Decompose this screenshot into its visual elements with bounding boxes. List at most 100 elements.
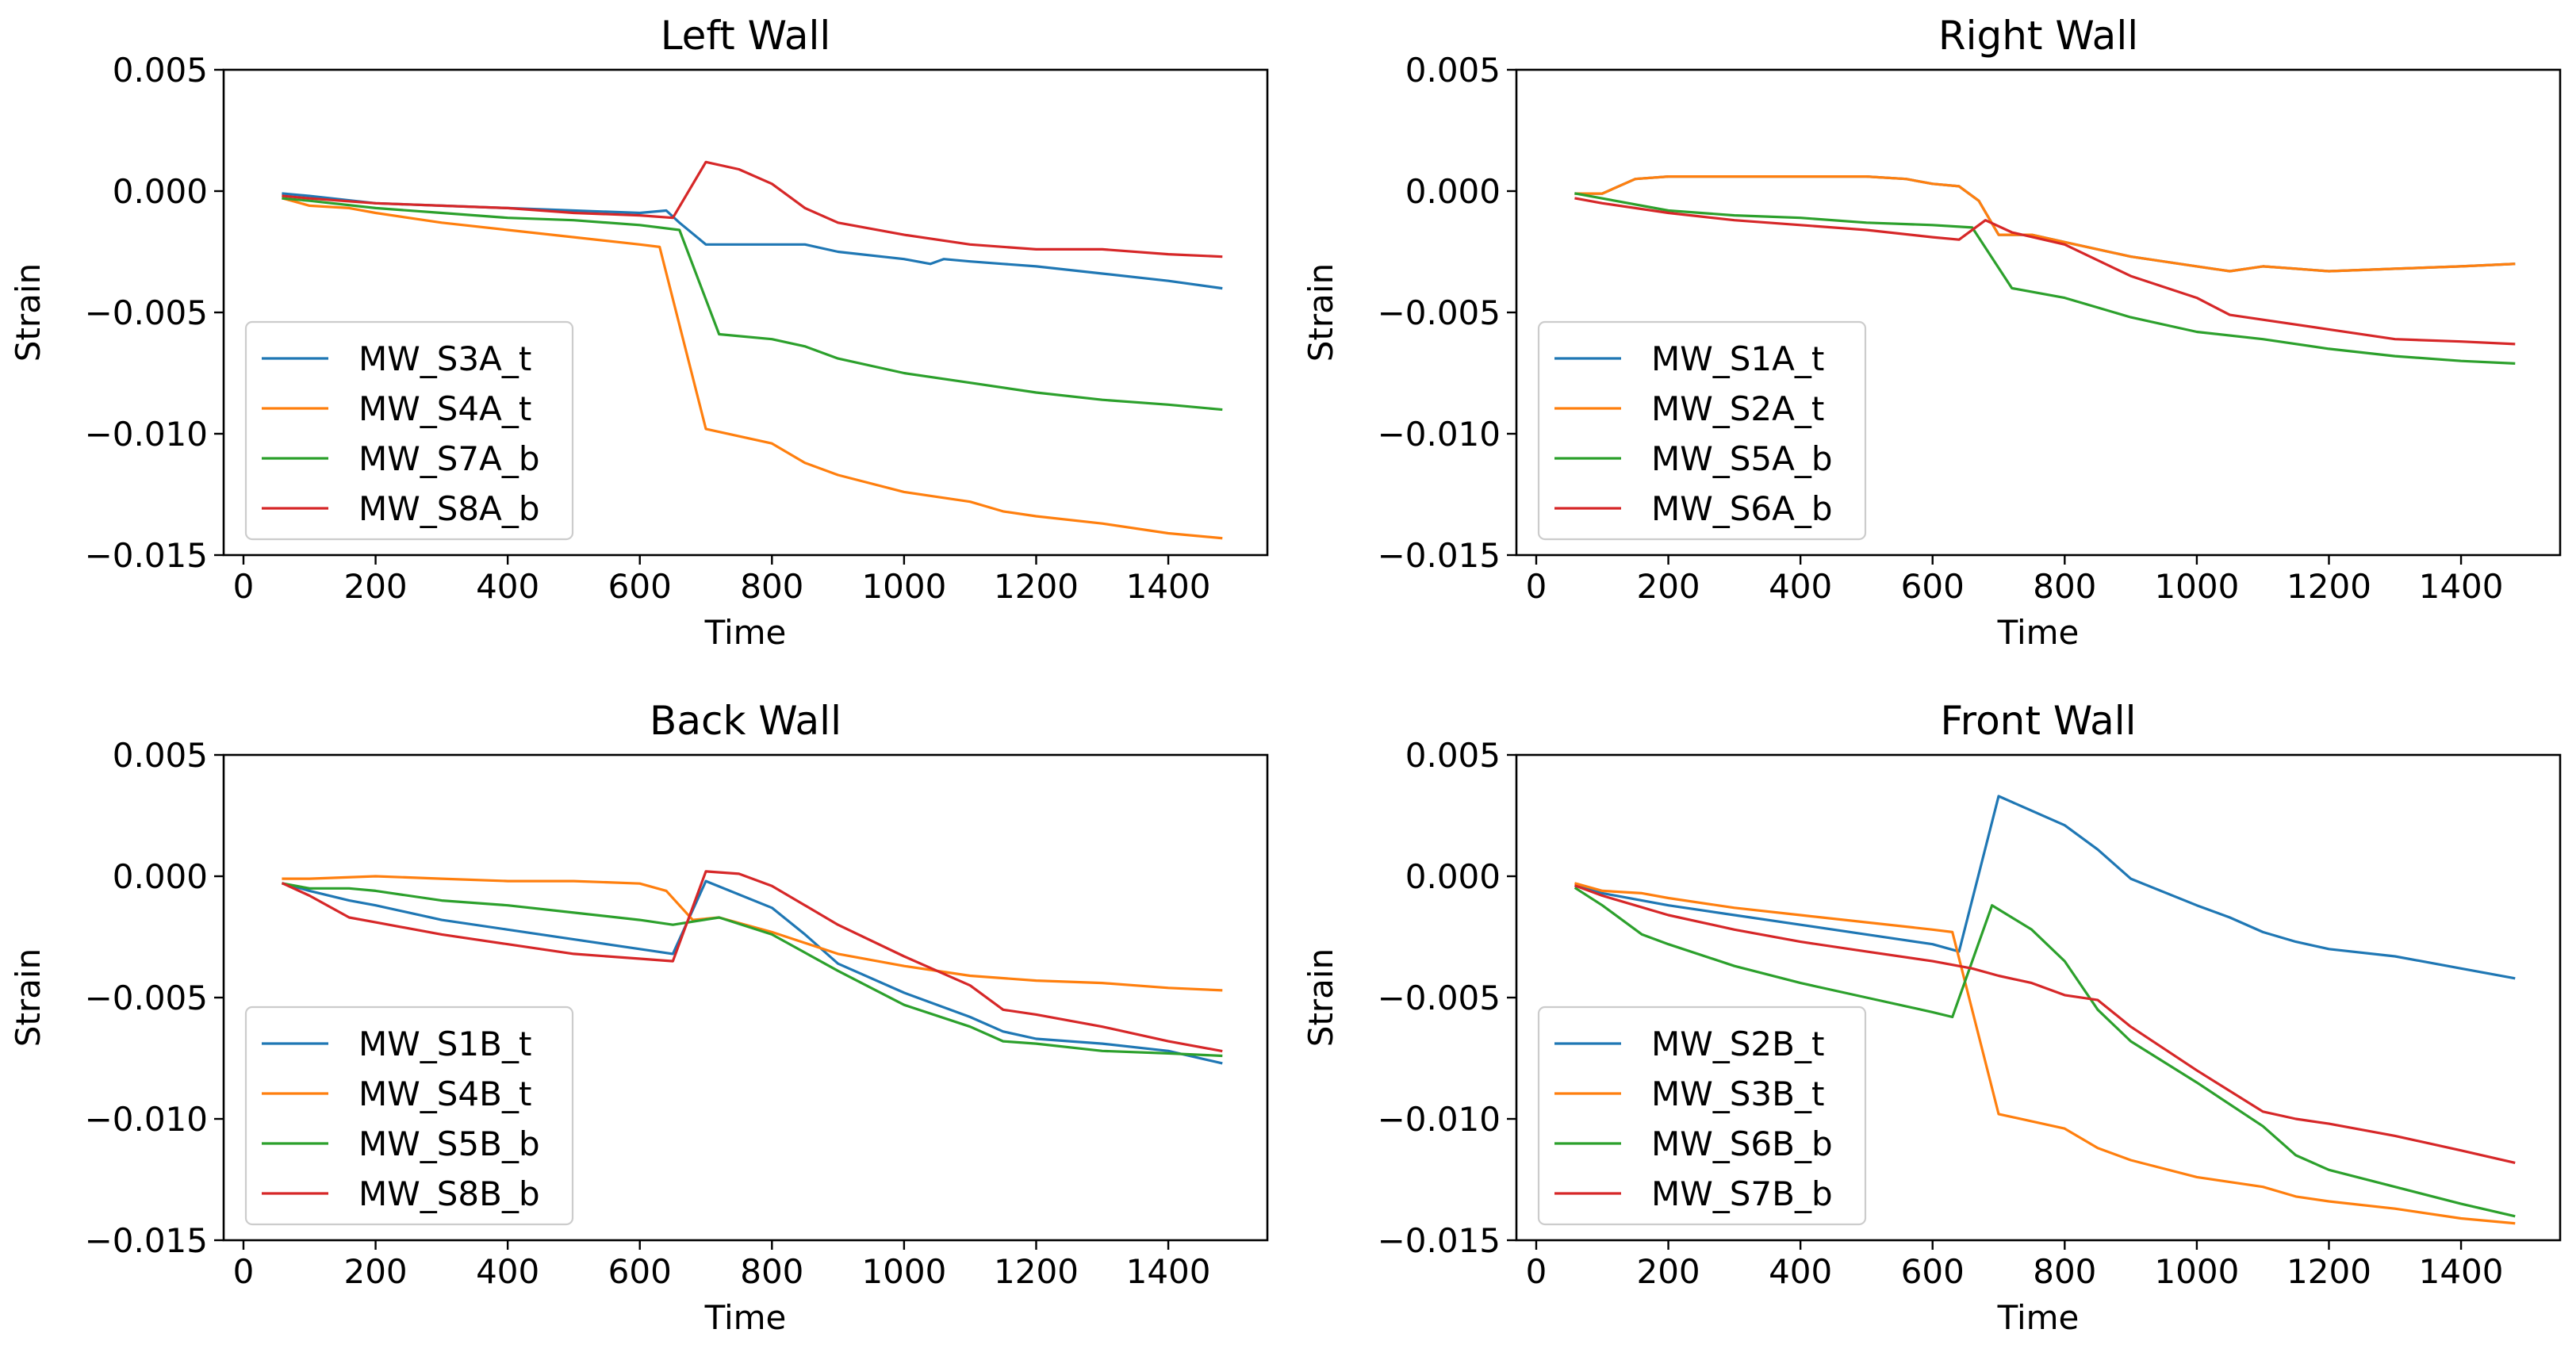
x-tick-label: 1000 xyxy=(2154,1252,2239,1291)
series-line-mw-s5a-b xyxy=(1574,192,2516,365)
y-tick-label: −0.010 xyxy=(85,1100,208,1139)
x-tick-label: 1400 xyxy=(2419,1252,2504,1291)
x-tick-label: 200 xyxy=(1636,1252,1700,1291)
x-tick-label: 1200 xyxy=(2287,1252,2371,1291)
series-line-mw-s3a-t xyxy=(282,192,1223,290)
y-tick-label: −0.015 xyxy=(1378,1221,1501,1260)
x-tick-label: 1200 xyxy=(2287,567,2371,606)
x-tick-label: 1400 xyxy=(2419,567,2504,606)
x-tick-label: 800 xyxy=(740,567,803,606)
series-line-mw-s2b-t xyxy=(1574,795,2516,980)
legend-label: MW_S3B_t xyxy=(1651,1074,1824,1113)
chart-title: Left Wall xyxy=(661,13,831,59)
x-axis-label: Time xyxy=(704,613,787,652)
x-tick-label: 600 xyxy=(608,1252,672,1291)
legend: MW_S1B_t MW_S4B_t MW_S5B_b MW_S8B_b xyxy=(244,1006,574,1226)
x-tick-label: 400 xyxy=(476,1252,539,1291)
x-tick-label: 600 xyxy=(608,567,672,606)
legend: MW_S3A_t MW_S4A_t MW_S7A_b MW_S8A_b xyxy=(244,320,574,541)
y-tick-label: −0.015 xyxy=(85,1221,208,1260)
x-tick-label: 400 xyxy=(476,567,539,606)
x-tick-label: 400 xyxy=(1769,1252,1832,1291)
x-tick-label: 1000 xyxy=(861,1252,946,1291)
y-tick-label: −0.010 xyxy=(85,415,208,454)
legend-box xyxy=(1537,1006,1867,1226)
legend-label: MW_S4A_t xyxy=(358,389,531,428)
legend-box xyxy=(244,1006,574,1226)
x-tick-label: 1000 xyxy=(2154,567,2239,606)
legend-label: MW_S3A_t xyxy=(358,339,531,378)
x-tick-label: 0 xyxy=(233,1252,255,1291)
series-line-mw-s8b-b xyxy=(281,870,1223,1053)
legend-label: MW_S7A_b xyxy=(358,439,540,478)
x-axis-label: Time xyxy=(1997,613,2080,652)
y-tick-label: −0.010 xyxy=(1378,415,1501,454)
y-tick-label: 0.005 xyxy=(113,736,208,775)
chart-front-wall: 0 200 400 600 800 1000 1200 1400 0.005 0.000 −0.00… xyxy=(1301,698,2562,1337)
series-group xyxy=(1574,175,2516,365)
x-tick-label: 200 xyxy=(343,1252,407,1291)
legend-label: MW_S1B_t xyxy=(358,1025,531,1063)
y-tick-label: 0.000 xyxy=(1405,857,1501,896)
x-axis-label: Time xyxy=(704,1298,787,1337)
chart-back-wall: 0 200 400 600 800 1000 1200 1400 0.005 0.000 −0.00… xyxy=(9,698,1269,1337)
x-axis-label: Time xyxy=(1997,1298,2080,1337)
y-tick-label: 0.005 xyxy=(1405,736,1501,775)
y-tick-label: −0.005 xyxy=(85,979,208,1017)
y-tick-label: 0.005 xyxy=(1405,51,1501,90)
legend-label: MW_S5A_b xyxy=(1651,439,1833,478)
x-tick-label: 1400 xyxy=(1126,1252,1211,1291)
x-tick-label: 0 xyxy=(1526,567,1547,606)
legend-label: MW_S6B_b xyxy=(1651,1124,1833,1163)
legend-label: MW_S8A_b xyxy=(358,489,540,528)
series-line-mw-s7a-b xyxy=(282,197,1223,412)
x-tick-label: 1000 xyxy=(861,567,946,606)
x-tick-label: 1400 xyxy=(1126,567,1211,606)
legend-box xyxy=(244,320,574,541)
x-tick-label: 800 xyxy=(740,1252,803,1291)
legend-label: MW_S2A_t xyxy=(1651,389,1824,428)
legend-box xyxy=(1537,320,1867,541)
y-tick-label: 0.005 xyxy=(113,51,208,90)
chart-title: Right Wall xyxy=(1938,13,2138,59)
chart-title: Back Wall xyxy=(650,698,841,744)
y-tick-label: −0.010 xyxy=(1378,1100,1501,1139)
y-axis-label: Strain xyxy=(9,263,48,362)
x-tick-label: 600 xyxy=(1901,1252,1965,1291)
series-line-mw-s6b-b xyxy=(1574,887,2516,1218)
legend-label: MW_S4B_t xyxy=(358,1074,531,1113)
y-tick-label: −0.015 xyxy=(85,536,208,575)
series-line-mw-s2a-t xyxy=(1574,175,2516,273)
legend-label: MW_S1A_t xyxy=(1651,339,1824,378)
series-line-mw-s3b-t xyxy=(1574,882,2516,1225)
x-tick-label: 0 xyxy=(233,567,255,606)
y-tick-label: 0.000 xyxy=(113,857,208,896)
legend: MW_S1A_t MW_S2A_t MW_S5A_b MW_S6A_b xyxy=(1537,320,1867,541)
x-tick-label: 400 xyxy=(1769,567,1832,606)
series-group xyxy=(282,160,1223,540)
y-tick-label: 0.000 xyxy=(113,172,208,211)
series-group xyxy=(281,870,1223,1065)
x-tick-label: 200 xyxy=(343,567,407,606)
chart-title: Front Wall xyxy=(1940,698,2136,744)
legend-label: MW_S8B_b xyxy=(358,1174,540,1213)
y-tick-label: −0.005 xyxy=(85,293,208,332)
x-tick-label: 1200 xyxy=(994,567,1079,606)
series-line-mw-s4a-t xyxy=(282,197,1223,540)
legend: MW_S2B_t MW_S3B_t MW_S6B_b MW_S7B_b xyxy=(1537,1006,1867,1226)
legend-label: MW_S5B_b xyxy=(358,1124,540,1163)
x-tick-label: 200 xyxy=(1636,567,1700,606)
chart-left-wall: 0 200 400 600 800 1000 1200 1400 0.005 0.000 −0.00… xyxy=(9,13,1269,652)
x-tick-label: 600 xyxy=(1901,567,1965,606)
chart-right-wall: 0 200 400 600 800 1000 1200 1400 0.005 0.000 −0.00… xyxy=(1301,13,2562,652)
y-tick-label: 0.000 xyxy=(1405,172,1501,211)
y-axis-label: Strain xyxy=(9,948,48,1047)
legend-label: MW_S7B_b xyxy=(1651,1174,1833,1213)
series-line-mw-s7b-b xyxy=(1574,884,2516,1165)
x-tick-label: 0 xyxy=(1526,1252,1547,1291)
series-line-mw-s4b-t xyxy=(282,875,1223,992)
x-tick-label: 800 xyxy=(2033,567,2096,606)
series-line-mw-s5b-b xyxy=(282,882,1223,1058)
series-group xyxy=(1574,795,2516,1225)
